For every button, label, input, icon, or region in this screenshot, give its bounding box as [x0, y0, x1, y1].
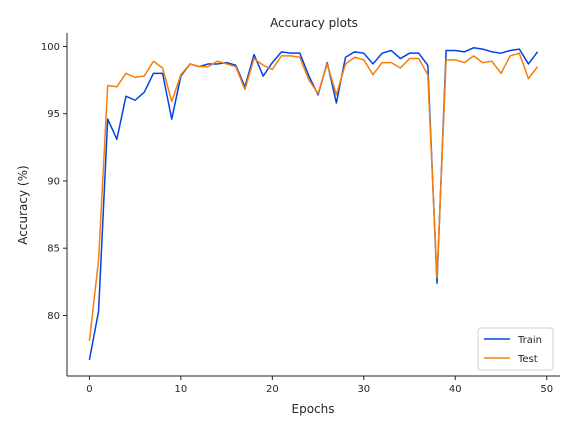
- y-tick-label: 95: [47, 109, 60, 120]
- legend-label-train: Train: [517, 335, 542, 346]
- y-tick-label: 100: [41, 42, 60, 53]
- y-axis-label: Accuracy (%): [16, 165, 30, 244]
- x-tick-label: 50: [540, 384, 553, 395]
- series-line-test: [88, 52, 539, 342]
- chart-title: Accuracy plots: [270, 16, 358, 30]
- y-tick-label: 90: [47, 176, 60, 187]
- legend: Train Test: [477, 327, 554, 371]
- legend-label-test: Test: [517, 354, 538, 365]
- x-tick-label: 30: [357, 384, 370, 395]
- x-ticks: 0 10 20 30 40 50: [86, 376, 553, 395]
- x-tick-label: 10: [175, 384, 188, 395]
- x-axis-label: Epochs: [292, 402, 335, 416]
- x-tick-label: 40: [449, 384, 462, 395]
- plot-area: [88, 47, 539, 360]
- series-line-train: [88, 47, 539, 360]
- x-tick-label: 20: [266, 384, 279, 395]
- y-tick-label: 80: [47, 311, 60, 322]
- y-ticks: 80 85 90 95 100: [41, 42, 67, 322]
- x-tick-label: 0: [86, 384, 92, 395]
- y-tick-label: 85: [47, 244, 60, 255]
